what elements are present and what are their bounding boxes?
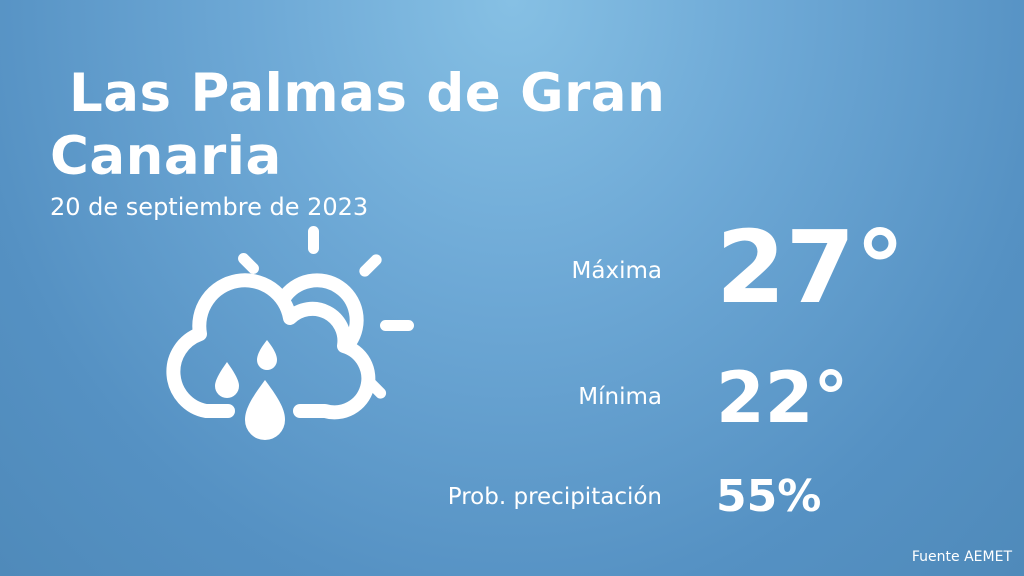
sun-cloud-rain-icon — [166, 226, 414, 440]
forecast-date: 20 de septiembre de 2023 — [50, 193, 369, 221]
min-temp-value: 22° — [716, 357, 849, 439]
precipitation-label: Prob. precipitación — [447, 484, 662, 510]
precipitation-value: 55% — [716, 471, 822, 522]
max-temp-label: Máxima — [571, 258, 662, 284]
min-temp-label: Mínima — [578, 384, 662, 410]
city-title: Las Palmas de Gran Canaria — [50, 63, 685, 187]
source-credit: Fuente AEMET — [911, 549, 1012, 565]
max-temp-value: 27° — [716, 209, 906, 326]
